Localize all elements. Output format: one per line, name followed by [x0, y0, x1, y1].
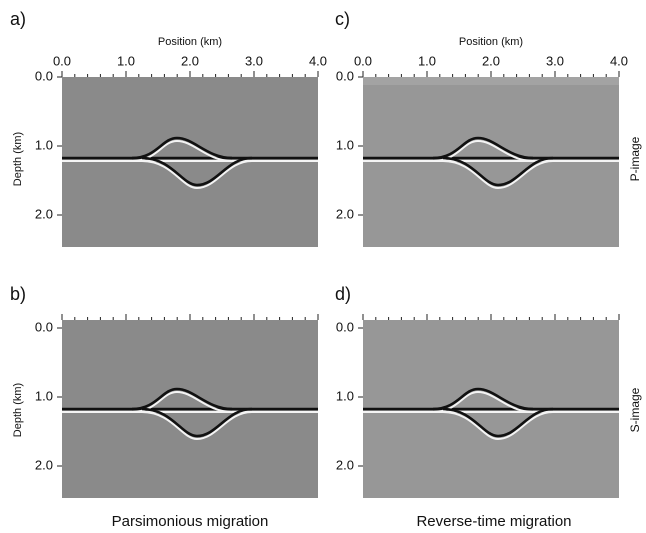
y-axis-title: Depth (km) [12, 132, 24, 186]
y-tick-label: 2.0 [336, 457, 354, 472]
reflector [62, 136, 318, 190]
reflector-black [141, 156, 253, 187]
x-axis-title: Position (km) [459, 36, 523, 48]
x-tick-label: 2.0 [482, 53, 500, 68]
y-tick-label: 2.0 [336, 206, 354, 221]
side-label: P-image [628, 136, 642, 181]
caption: Parsimonious migration [112, 513, 269, 530]
image-band [363, 77, 619, 85]
x-tick-label: 4.0 [610, 53, 628, 68]
y-tick-label: 0.0 [336, 68, 354, 83]
reflector-white [432, 390, 534, 413]
panel-letter: b) [10, 284, 26, 304]
x-tick-label: 4.0 [309, 53, 327, 68]
reflector-white [442, 411, 554, 441]
y-tick-label: 1.0 [35, 137, 53, 152]
reflector-black [131, 387, 233, 411]
y-tick-label: 1.0 [336, 137, 354, 152]
x-tick-label: 1.0 [117, 53, 135, 68]
x-tick-label: 3.0 [546, 53, 564, 68]
reflector-white [131, 390, 233, 413]
reflector [363, 387, 619, 441]
x-axis-title: Position (km) [158, 36, 222, 48]
x-tick-label: 1.0 [418, 53, 436, 68]
reflector-black [442, 407, 554, 438]
reflector-black [442, 156, 554, 187]
y-tick-label: 2.0 [35, 457, 53, 472]
side-label: S-image [628, 387, 642, 432]
y-tick-label: 2.0 [35, 206, 53, 221]
reflector-black [131, 136, 233, 160]
y-tick-label: 0.0 [336, 319, 354, 334]
reflector-black [432, 387, 534, 411]
reflector-black [432, 136, 534, 160]
reflector-white [131, 139, 233, 162]
y-tick-label: 1.0 [35, 388, 53, 403]
y-tick-label: 0.0 [35, 68, 53, 83]
panel-letter: a) [10, 9, 26, 29]
x-tick-label: 2.0 [181, 53, 199, 68]
x-tick-label: 0.0 [53, 53, 71, 68]
y-tick-label: 0.0 [35, 319, 53, 334]
reflector-white [141, 160, 253, 190]
caption: Reverse-time migration [416, 513, 571, 530]
y-axis-title: Depth (km) [12, 383, 24, 437]
reflector-white [141, 411, 253, 441]
x-tick-label: 0.0 [354, 53, 372, 68]
reflector [363, 136, 619, 190]
panel-letter: c) [335, 9, 350, 29]
reflector-black [141, 407, 253, 438]
reflector-white [442, 160, 554, 190]
reflector [62, 387, 318, 441]
reflector-white [432, 139, 534, 162]
x-tick-label: 3.0 [245, 53, 263, 68]
panel-letter: d) [335, 284, 351, 304]
y-tick-label: 1.0 [336, 388, 354, 403]
